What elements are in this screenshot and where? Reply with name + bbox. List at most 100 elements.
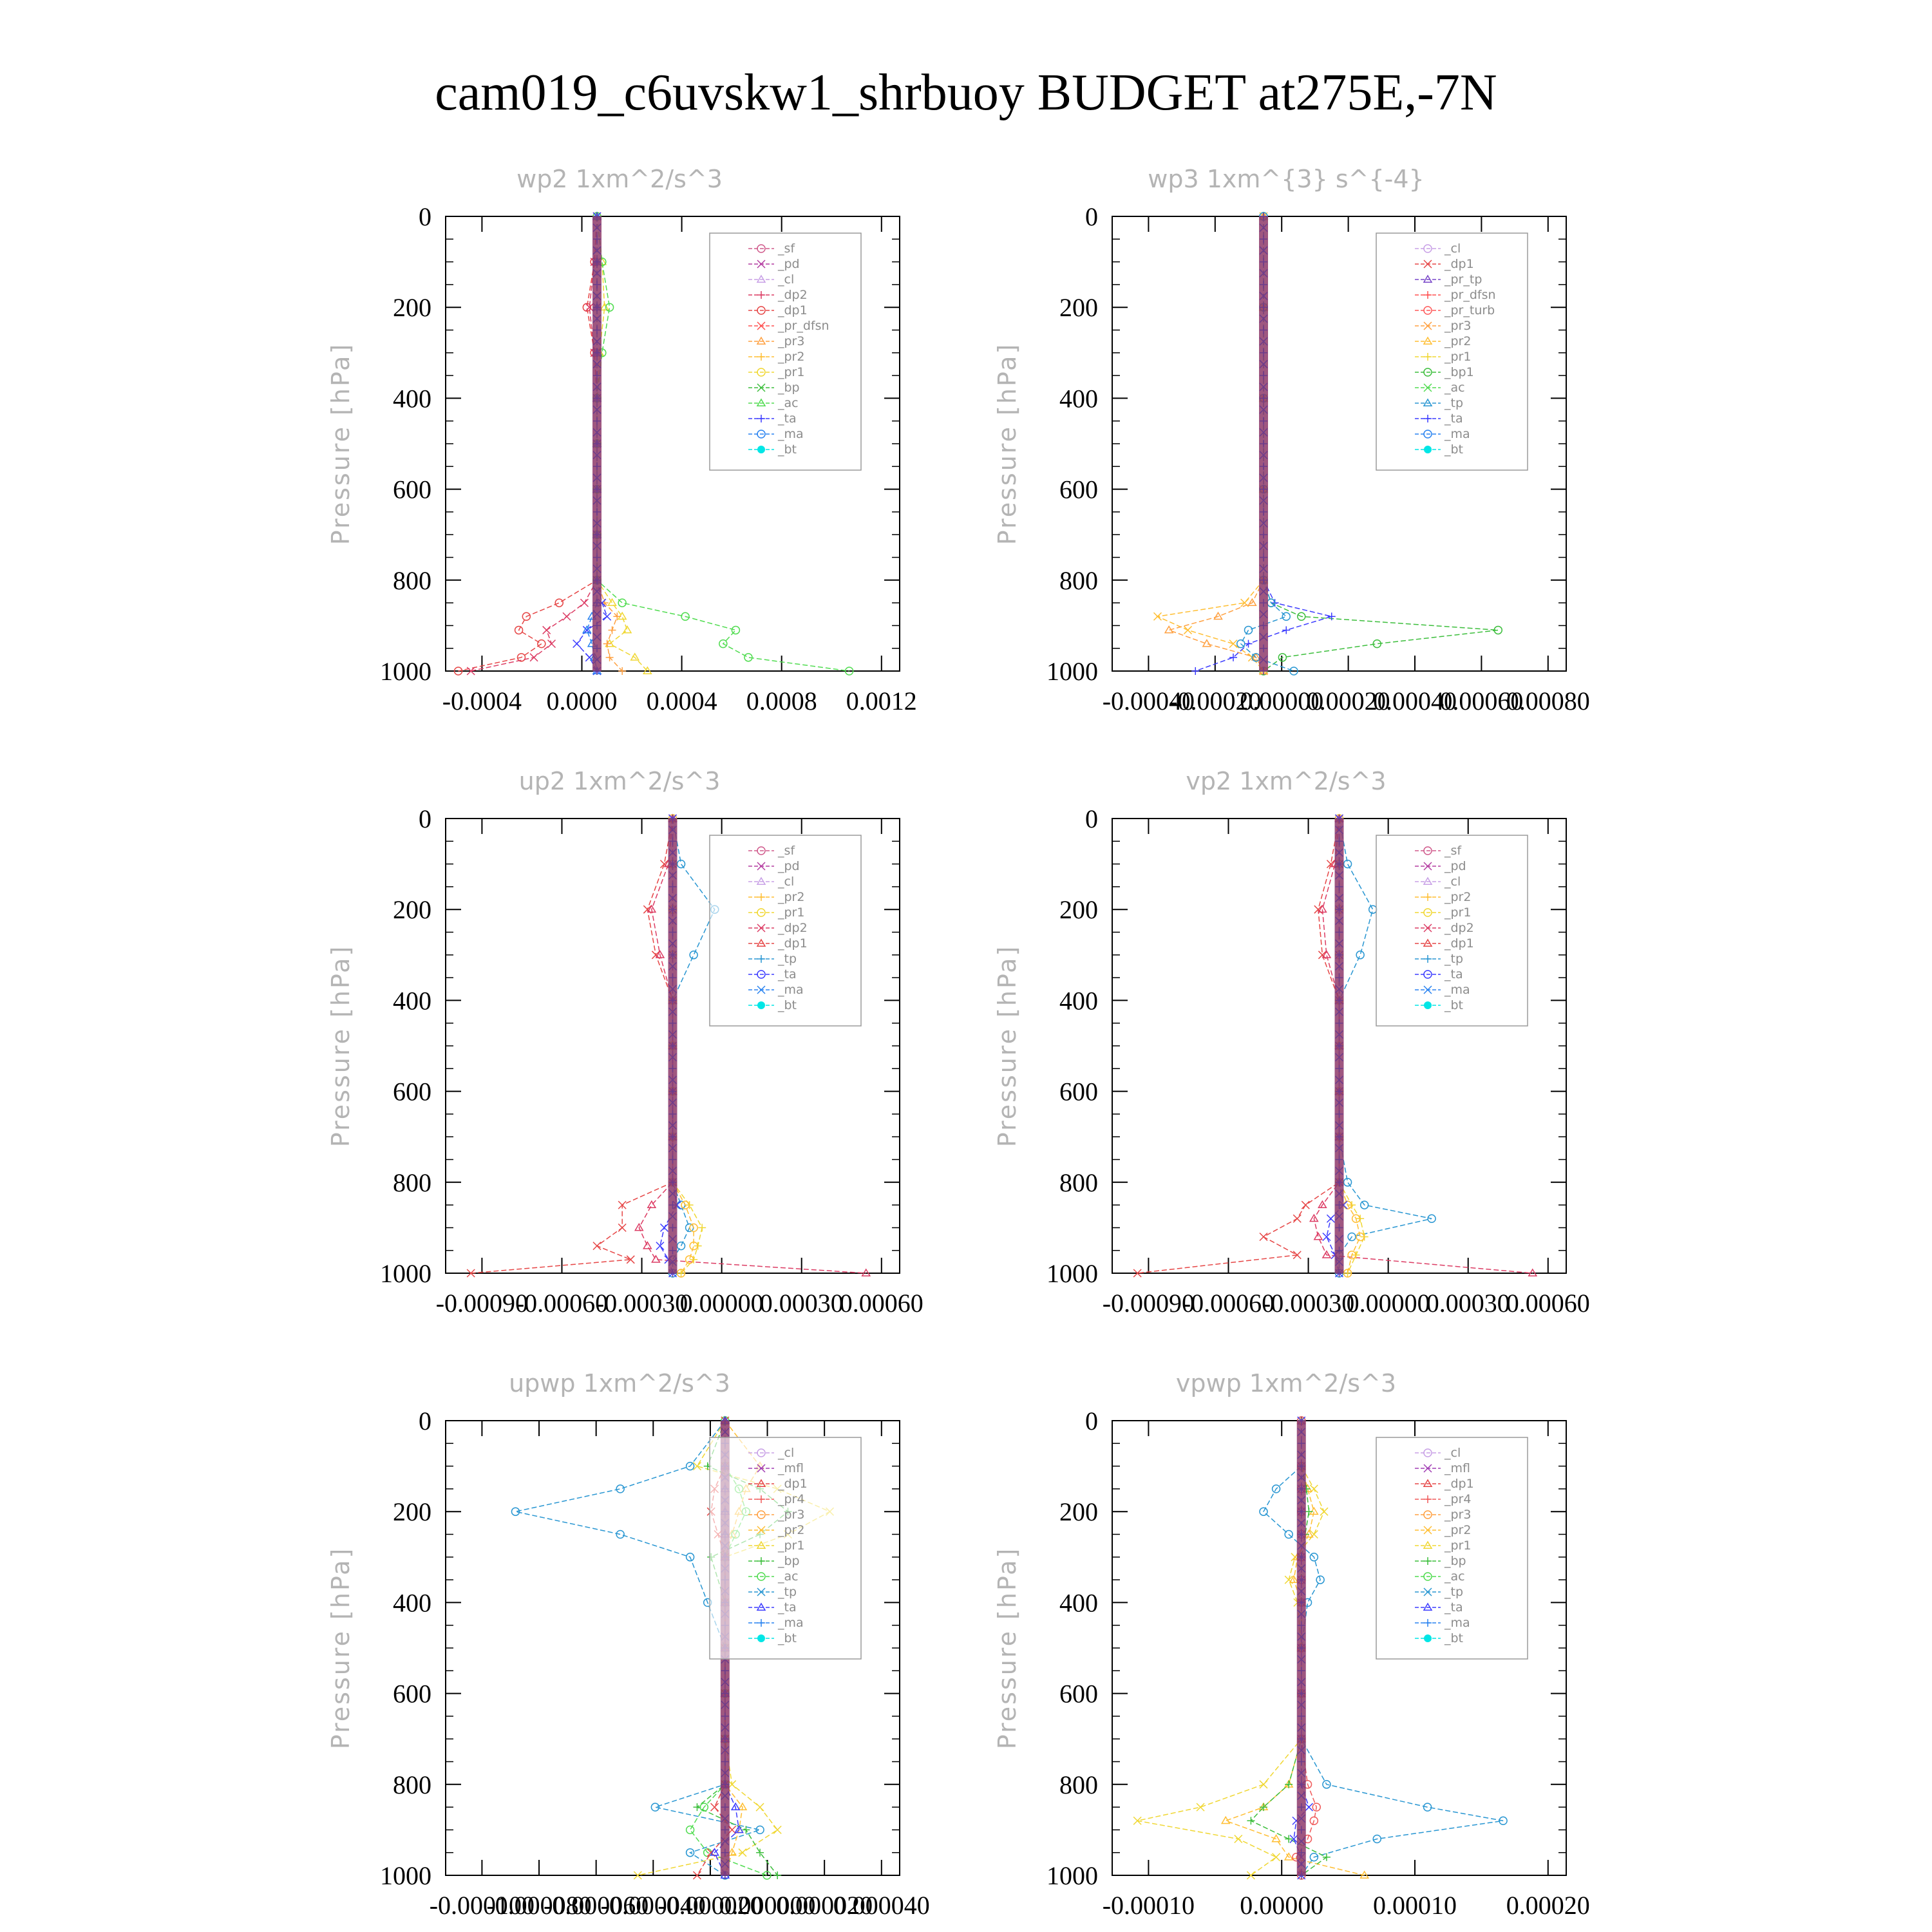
- data-point: [689, 1241, 698, 1251]
- legend-marker: [1424, 1557, 1432, 1565]
- data-point: [1234, 1834, 1243, 1844]
- zero-stack-marker: [1334, 985, 1344, 994]
- data-point: [1343, 1269, 1352, 1278]
- legend: _cl_mfl_dp1_pr4_pr3_pr2_pr1_bp_ac_tp_ta_…: [1376, 1437, 1528, 1660]
- data-point: [542, 625, 551, 634]
- data-point: [1309, 1213, 1319, 1222]
- legend-label: _ma: [777, 1616, 804, 1630]
- zero-stack-marker: [593, 326, 601, 334]
- zero-stack-marker: [668, 939, 677, 948]
- zero-stack-marker: [1297, 1576, 1305, 1584]
- y-tick-label: 1000: [1046, 1259, 1098, 1288]
- zero-stack-marker: [593, 372, 601, 380]
- data-point: [537, 639, 546, 649]
- data-point: [676, 859, 686, 869]
- data-point: [693, 1803, 701, 1812]
- y-axis-label: Pressure [hPa]: [327, 1547, 355, 1750]
- data-point: [685, 1255, 694, 1264]
- zero-stack-marker: [593, 462, 601, 471]
- x-tick-label: 0.00080: [1506, 687, 1590, 715]
- data-point: [1316, 1575, 1325, 1584]
- zero-stack-marker: [668, 985, 677, 994]
- zero-stack-marker: [1259, 473, 1268, 482]
- legend-label: _pr1: [1444, 905, 1471, 920]
- y-tick-label: 600: [393, 1680, 431, 1709]
- x-tick-label: -0.000020: [658, 1891, 762, 1920]
- legend-label: _sf: [1444, 844, 1462, 858]
- zero-stack-marker: [1297, 1621, 1305, 1629]
- legend-marker: [1424, 415, 1432, 422]
- legend-label: _bp: [1444, 1554, 1466, 1568]
- data-point: [773, 1825, 782, 1834]
- legend-marker: [1423, 260, 1432, 269]
- legend: _sf_pd _cl_pr2_pr1_dp2_dp1_tp_ta _ma_bt: [709, 835, 862, 1027]
- data-point: [681, 612, 690, 621]
- legend-label: _ta: [1444, 412, 1463, 426]
- data-point: [1318, 904, 1327, 913]
- series-line: [1263, 1421, 1504, 1876]
- zero-stack-marker: [1297, 1417, 1305, 1425]
- legend-marker: [1424, 353, 1432, 361]
- legend-label: _dp1: [777, 936, 808, 951]
- x-tick-label: 0.000000: [719, 1891, 816, 1920]
- zero-stack-marker: [1259, 655, 1268, 664]
- data-point: [755, 1803, 764, 1812]
- data-point: [710, 1848, 719, 1856]
- y-tick-label: 400: [393, 986, 431, 1015]
- zero-stack-marker: [592, 269, 601, 278]
- x-tick-label: 0.00030: [1426, 1289, 1510, 1318]
- data-point: [685, 1553, 695, 1562]
- zero-stack-marker: [1297, 1553, 1305, 1561]
- zero-stack-marker: [593, 440, 601, 448]
- y-tick-label: 400: [393, 1588, 431, 1617]
- legend-label: _pr2: [777, 350, 804, 364]
- zero-stack-marker: [721, 1723, 730, 1732]
- legend-marker: [757, 1557, 765, 1565]
- legend-label: _bt: [1444, 998, 1463, 1012]
- legend-marker: [756, 1479, 766, 1487]
- legend-marker: [1423, 923, 1432, 933]
- legend-label: _bt: [777, 442, 797, 457]
- data-point: [617, 611, 627, 620]
- zero-stack-marker: [1297, 1530, 1305, 1539]
- zero-stack-marker: [592, 496, 601, 505]
- zero-stack-marker: [1259, 632, 1268, 641]
- x-tick-label: -0.00040: [1103, 687, 1195, 715]
- zero-stack-marker: [1297, 1644, 1305, 1652]
- legend-label: _sf: [777, 242, 795, 256]
- data-point: [1528, 1268, 1538, 1276]
- data-point: [1229, 639, 1238, 649]
- zero-stack-marker: [1334, 894, 1344, 903]
- zero-stack-marker: [593, 303, 601, 312]
- legend-marker: [1423, 244, 1432, 253]
- legend-marker: [757, 321, 766, 330]
- data-point: [603, 612, 612, 621]
- zero-stack-marker: [1334, 1189, 1344, 1198]
- zero-stack-marker: [1334, 1212, 1344, 1221]
- y-axis-label: Pressure [hPa]: [993, 1547, 1021, 1750]
- x-tick-label: 0.00040: [1373, 687, 1457, 715]
- zero-stack-marker: [1297, 1484, 1305, 1493]
- data-point: [1321, 1250, 1332, 1258]
- legend-marker: [1423, 846, 1432, 855]
- zero-stack-marker: [1297, 1871, 1305, 1879]
- data-point: [1133, 1269, 1142, 1278]
- legend-marker: [1423, 938, 1433, 947]
- y-tick-label: 400: [1059, 986, 1098, 1015]
- data-point: [659, 1223, 668, 1232]
- legend-marker: [757, 1572, 766, 1581]
- data-point: [616, 1484, 625, 1493]
- zero-stack-marker: [1335, 1110, 1343, 1118]
- zero-stack-marker: [1260, 303, 1267, 312]
- data-point: [1305, 1508, 1313, 1516]
- legend-marker: [1424, 955, 1432, 963]
- data-point: [651, 1255, 661, 1263]
- zero-stack-marker: [668, 848, 677, 857]
- zero-stack-marker: [1259, 428, 1268, 437]
- legend-box: [709, 232, 862, 471]
- zero-stack-marker: [1335, 1087, 1343, 1095]
- data-point: [1318, 1200, 1327, 1209]
- zero-stack-marker: [668, 1098, 677, 1107]
- zero-stack-marker: [1335, 1201, 1343, 1209]
- legend-marker: [1423, 970, 1432, 979]
